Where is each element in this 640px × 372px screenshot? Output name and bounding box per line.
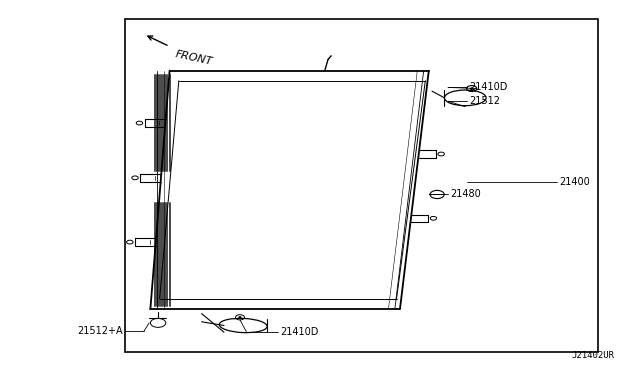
Text: 21400: 21400: [559, 177, 590, 187]
Text: 21410D: 21410D: [280, 327, 319, 337]
Text: 21512+A: 21512+A: [77, 326, 123, 336]
Text: J21402UR: J21402UR: [572, 351, 614, 360]
Text: 21410D: 21410D: [469, 83, 508, 92]
Text: 21512: 21512: [469, 96, 500, 106]
Circle shape: [470, 88, 473, 89]
Bar: [125, 19, 598, 352]
Text: 21480: 21480: [450, 189, 481, 199]
Circle shape: [239, 317, 241, 318]
Text: FRONT: FRONT: [175, 49, 214, 67]
